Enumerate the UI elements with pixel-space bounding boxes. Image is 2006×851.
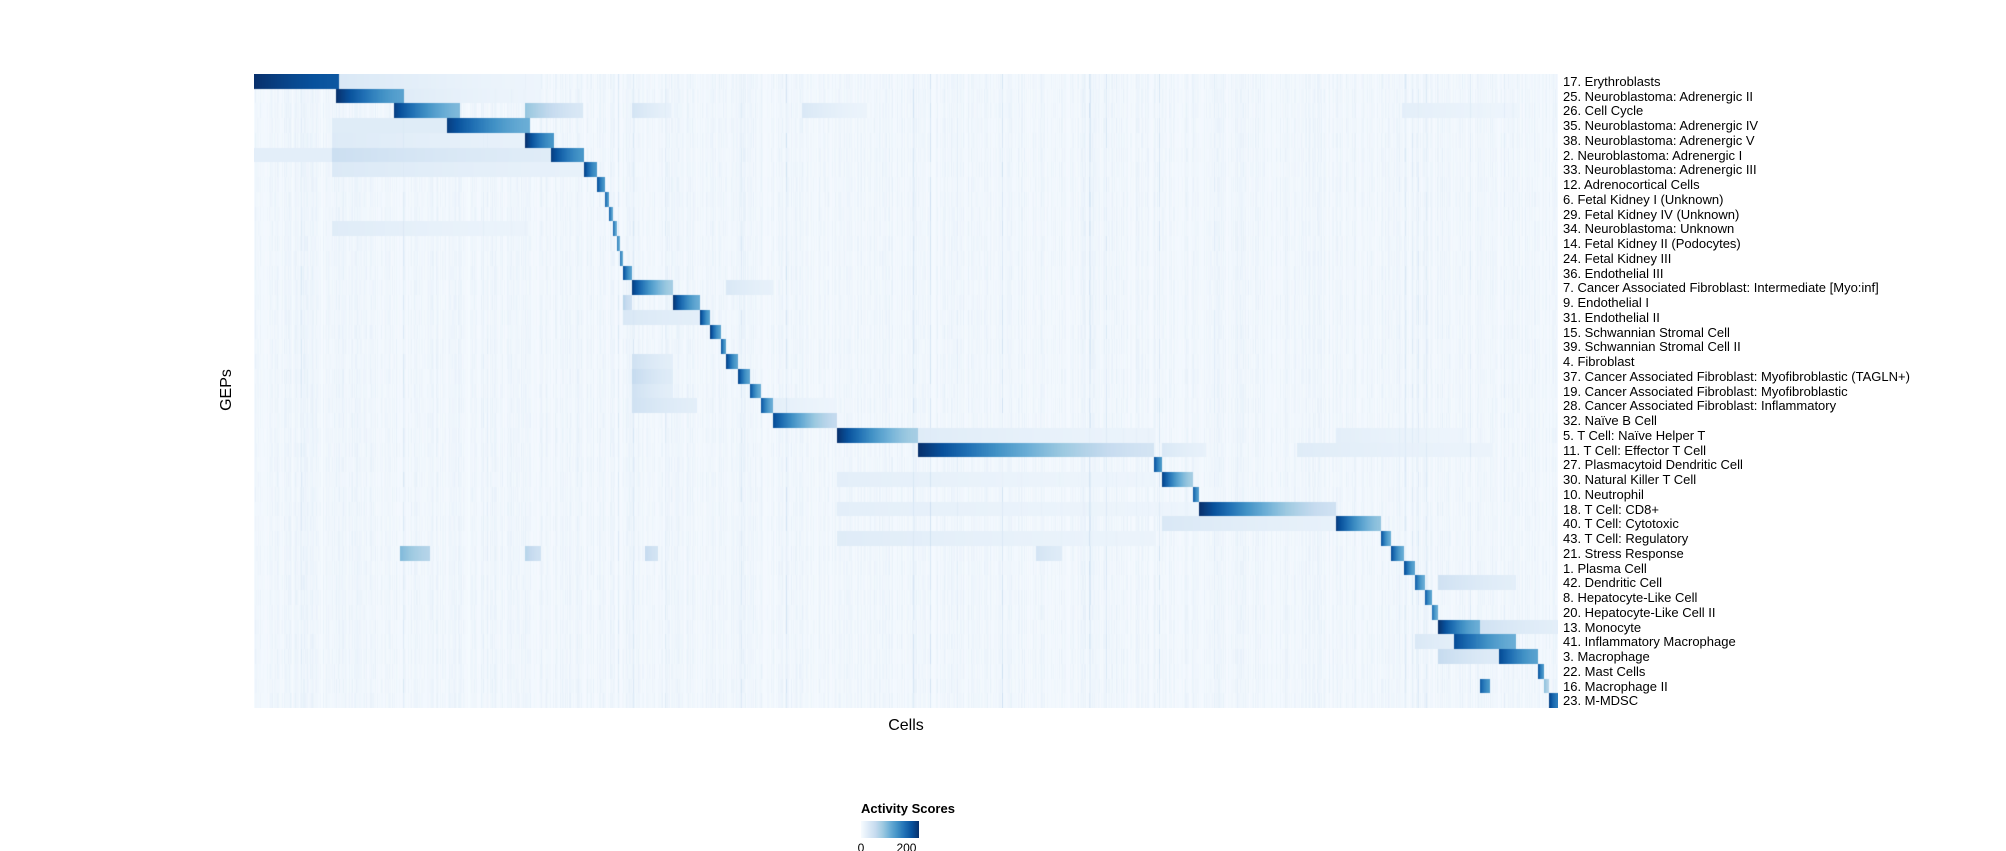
x-axis-label: Cells bbox=[888, 717, 924, 734]
row-label: 40. T Cell: Cytotoxic bbox=[1563, 516, 1679, 532]
row-label: 10. Neutrophil bbox=[1563, 486, 1644, 502]
row-label: 19. Cancer Associated Fibroblast: Myofib… bbox=[1563, 383, 1848, 399]
row-label: 9. Endothelial I bbox=[1563, 295, 1650, 311]
legend-colorbar bbox=[861, 821, 919, 838]
row-label: 25. Neuroblastoma: Adrenergic II bbox=[1563, 88, 1754, 104]
legend-title: Activity Scores bbox=[861, 801, 955, 816]
row-label: 38. Neuroblastoma: Adrenergic V bbox=[1563, 132, 1755, 148]
row-label: 23. M-MDSC bbox=[1563, 693, 1639, 709]
legend-tick: 0 bbox=[857, 841, 865, 851]
row-label: 37. Cancer Associated Fibroblast: Myofib… bbox=[1563, 368, 1910, 384]
y-axis-label: GEPs bbox=[218, 369, 235, 411]
row-label: 30. Natural Killer T Cell bbox=[1563, 472, 1697, 488]
heatmap-canvas bbox=[254, 74, 1558, 708]
row-label: 2. Neuroblastoma: Adrenergic I bbox=[1563, 147, 1743, 163]
row-label: 16. Macrophage II bbox=[1563, 678, 1668, 694]
row-label: 6. Fetal Kidney I (Unknown) bbox=[1563, 191, 1724, 207]
row-label: 18. T Cell: CD8+ bbox=[1563, 501, 1659, 517]
row-label: 36. Endothelial III bbox=[1563, 265, 1664, 281]
row-label: 43. T Cell: Regulatory bbox=[1563, 531, 1689, 547]
row-label: 39. Schwannian Stromal Cell II bbox=[1563, 339, 1741, 355]
row-label: 14. Fetal Kidney II (Podocytes) bbox=[1563, 236, 1741, 252]
row-label: 41. Inflammatory Macrophage bbox=[1563, 634, 1736, 650]
row-label: 33. Neuroblastoma: Adrenergic III bbox=[1563, 162, 1757, 178]
row-label: 35. Neuroblastoma: Adrenergic IV bbox=[1563, 118, 1759, 134]
row-label: 13. Monocyte bbox=[1563, 619, 1642, 635]
legend: Activity Scores 0 200 bbox=[857, 801, 1081, 851]
row-label: 1. Plasma Cell bbox=[1563, 560, 1647, 576]
row-label: 34. Neuroblastoma: Unknown bbox=[1563, 221, 1735, 237]
row-label: 26. Cell Cycle bbox=[1563, 103, 1644, 119]
row-label: 29. Fetal Kidney IV (Unknown) bbox=[1563, 206, 1740, 222]
row-label: 7. Cancer Associated Fibroblast: Interme… bbox=[1563, 280, 1879, 296]
row-label: 32. Naïve B Cell bbox=[1563, 413, 1657, 429]
row-label: 5. T Cell: Naïve Helper T bbox=[1563, 427, 1706, 443]
row-label: 28. Cancer Associated Fibroblast: Inflam… bbox=[1563, 398, 1837, 414]
row-label: 24. Fetal Kidney III bbox=[1563, 250, 1672, 266]
row-label: 42. Dendritic Cell bbox=[1563, 575, 1662, 591]
row-label: 12. Adrenocortical Cells bbox=[1563, 177, 1700, 193]
row-label: 20. Hepatocyte-Like Cell II bbox=[1563, 604, 1716, 620]
row-label: 11. T Cell: Effector T Cell bbox=[1563, 442, 1707, 458]
legend-tick: 200 bbox=[896, 841, 917, 851]
row-label: 17. Erythroblasts bbox=[1563, 73, 1661, 89]
row-labels: 17. Erythroblasts 25. Neuroblastoma: Adre… bbox=[1563, 74, 1910, 708]
row-label: 3. Macrophage bbox=[1563, 649, 1650, 665]
row-label: 4. Fibroblast bbox=[1563, 354, 1635, 370]
row-label: 8. Hepatocyte-Like Cell bbox=[1563, 590, 1698, 606]
row-label: 15. Schwannian Stromal Cell bbox=[1563, 324, 1730, 340]
row-label: 27. Plasmacytoid Dendritic Cell bbox=[1563, 457, 1743, 473]
row-label: 21. Stress Response bbox=[1563, 545, 1684, 561]
legend-ticks: 0 200 bbox=[857, 841, 919, 851]
row-label: 22. Mast Cells bbox=[1563, 663, 1646, 679]
row-label: 31. Endothelial II bbox=[1563, 309, 1660, 325]
